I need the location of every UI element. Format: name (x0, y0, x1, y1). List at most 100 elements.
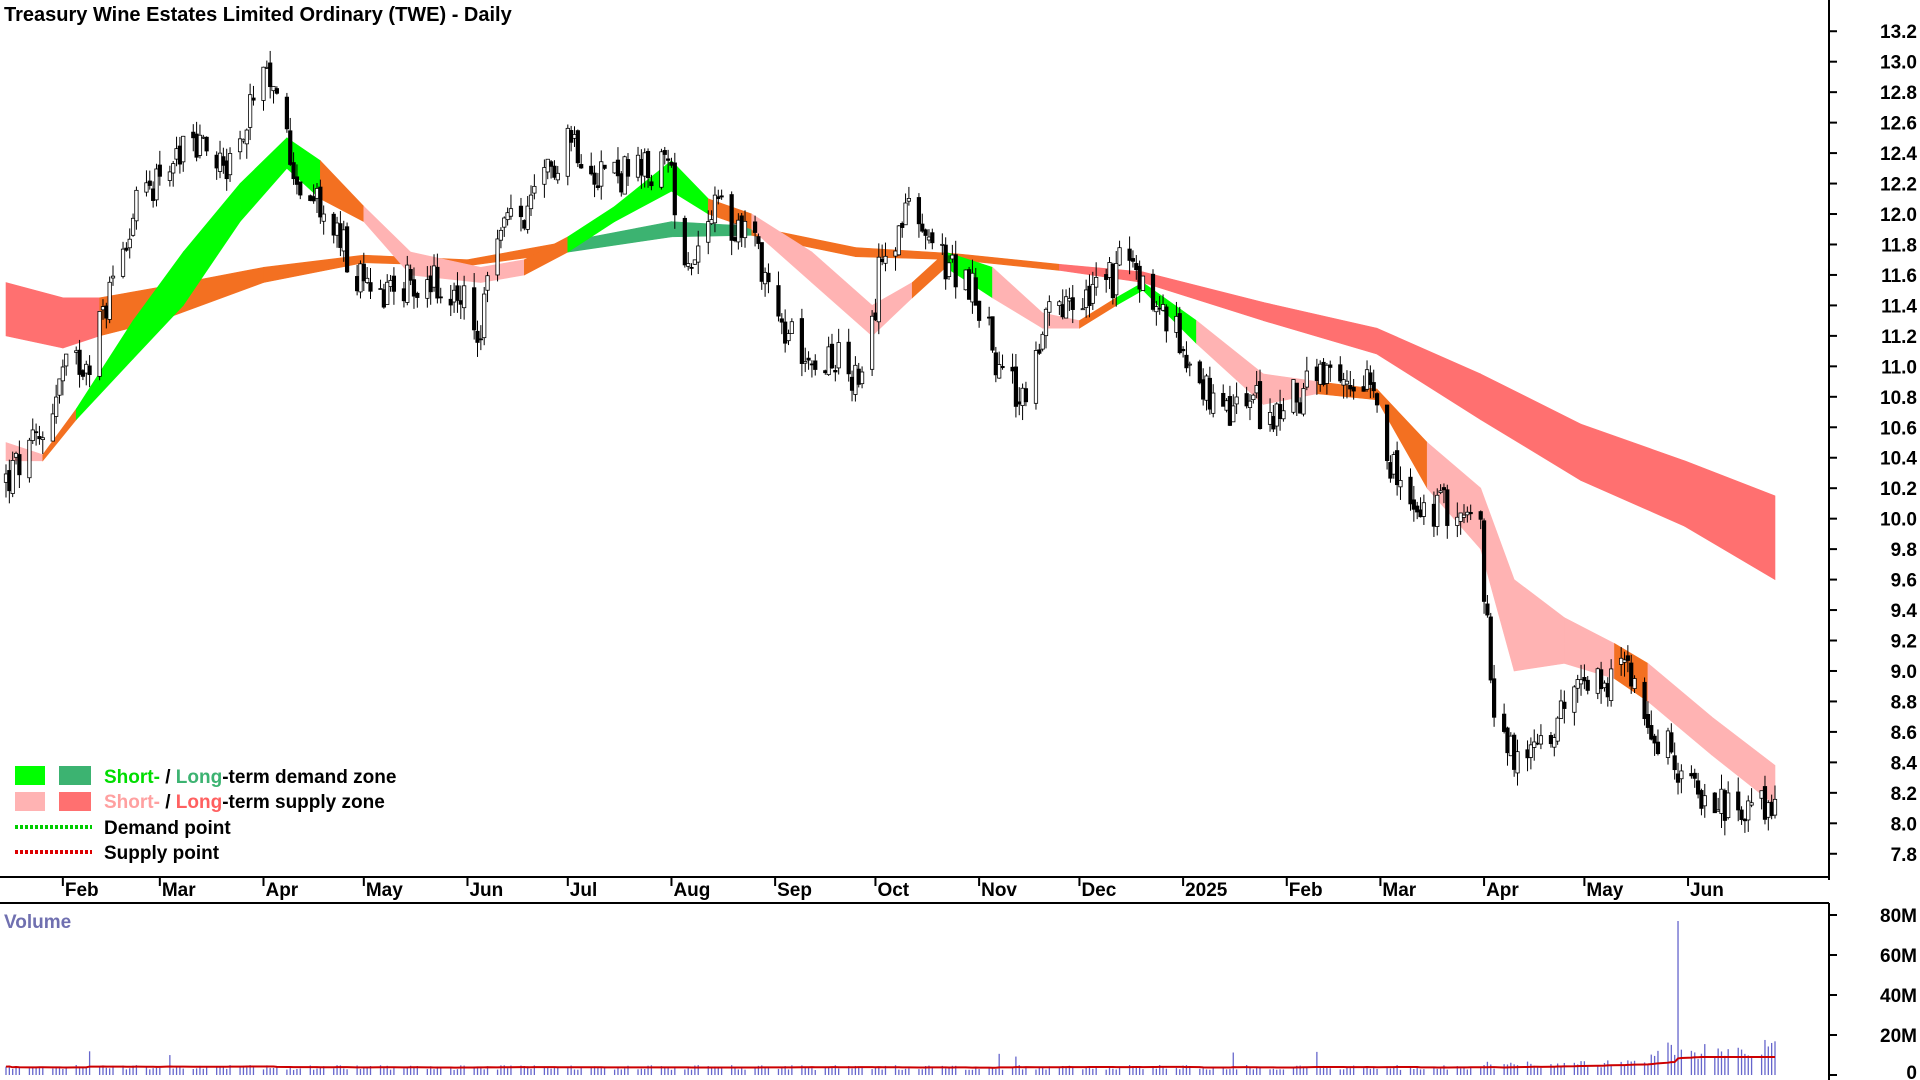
candle-up (659, 151, 664, 188)
price-tick-label: 8.2 (1891, 784, 1917, 805)
candle-up (940, 243, 945, 246)
candle-up (1254, 385, 1259, 394)
candle-down (856, 368, 861, 385)
candle-up (1461, 514, 1467, 518)
candle-up (1063, 296, 1069, 319)
candle-down (344, 226, 350, 273)
candle-down (7, 470, 12, 492)
candle-down (759, 242, 764, 282)
candle-up (950, 254, 955, 260)
candle-down (1699, 790, 1704, 809)
candle-up (74, 350, 79, 353)
candle-up (1465, 511, 1470, 516)
legend-supply-zone: Short- / Long-term supply zone (104, 792, 385, 813)
price-axis: 13.2 13.0 12.8 12.6 12.4 12.2 12.0 11.8 11.6 11.4… (1829, 22, 1917, 866)
date-tick-label: Apr (265, 880, 298, 901)
chart-title: Treasury Wine Estates Limited Ordinary (… (4, 4, 513, 26)
candle-down (411, 279, 417, 297)
candle-down (1244, 393, 1249, 407)
candle-down (1351, 386, 1356, 392)
candle-down (1431, 503, 1437, 527)
volume-tick-label: 20M (1880, 1026, 1917, 1047)
price-tick-label: 9.0 (1891, 662, 1917, 683)
price-tick-label: 10.2 (1880, 479, 1917, 500)
candle-up (167, 171, 172, 181)
legend: Short- / Long-term demand zone Short- / … (15, 766, 396, 864)
candle-up (505, 212, 510, 221)
candle-down (104, 305, 109, 319)
candle-down (846, 341, 851, 375)
candle-down (1164, 306, 1169, 332)
candle-down (1013, 366, 1019, 407)
candle-down (1321, 361, 1326, 385)
candle-up (144, 182, 149, 193)
candle-up (341, 229, 346, 252)
candle-down (522, 220, 527, 229)
candle-up (1538, 735, 1544, 745)
volume-tick-label: 40M (1880, 986, 1917, 1007)
candle-down (1548, 735, 1554, 745)
price-tick-label: 12.2 (1880, 175, 1917, 196)
candle-up (896, 225, 901, 256)
candle-down (716, 196, 721, 200)
price-tick-label: 12.4 (1880, 144, 1917, 165)
volume-label: Volume (4, 912, 71, 933)
long-term-supply-zone (1684, 460, 1776, 581)
candle-up (388, 280, 393, 288)
candle-down (1769, 801, 1774, 816)
candle-up (485, 275, 490, 291)
date-tick-label: May (366, 880, 403, 901)
candle-down (1070, 297, 1075, 310)
candle-down (214, 154, 219, 169)
candle-down (391, 275, 397, 292)
candle-down (649, 181, 654, 187)
candle-up (127, 238, 132, 249)
candle-down (191, 131, 196, 139)
candle-up (1766, 802, 1771, 818)
candle-up (261, 66, 266, 101)
candle-up (1107, 262, 1112, 278)
candle-down (1441, 487, 1447, 491)
candle-down (615, 159, 621, 177)
candle-up (13, 452, 19, 458)
price-tick-label: 10.8 (1880, 388, 1917, 409)
candle-up (906, 198, 911, 202)
candle-down (672, 162, 677, 216)
candle-up (244, 129, 249, 145)
candle-down (1655, 741, 1661, 755)
candle-up (1398, 480, 1403, 488)
candle-up (1602, 682, 1607, 689)
candle-down (478, 338, 483, 341)
candle-up (1455, 516, 1460, 526)
candle-up (736, 219, 741, 243)
candle-down (849, 376, 855, 391)
date-axis: Feb Mar Apr May Jun Jul Aug Sep Oct Nov Dec 2025 Feb… (61, 877, 1724, 901)
candle-up (1572, 686, 1577, 713)
candle-up (1575, 679, 1580, 689)
candle-up (1301, 388, 1306, 415)
candle-down (829, 343, 835, 369)
volume-axis: 80M 60M 40M 20M 0 (1829, 906, 1917, 1080)
price-tick-label: 9.6 (1891, 571, 1917, 592)
candle-up (706, 221, 711, 243)
candle-down (221, 156, 226, 166)
candle-down (458, 300, 463, 305)
candle-down (401, 288, 407, 302)
candle-up (1341, 379, 1346, 386)
candle-up (1595, 668, 1600, 694)
candle-down (1371, 382, 1376, 392)
candle-down (966, 269, 972, 300)
candle-down (77, 349, 82, 375)
candle-down (455, 285, 460, 301)
candle-down (151, 188, 156, 201)
candle-down (194, 133, 199, 158)
candle-down (1257, 381, 1263, 430)
candle-down (880, 258, 885, 263)
candle-down (813, 360, 818, 370)
candle-down (298, 181, 303, 196)
candle-down (1418, 509, 1423, 518)
candle-down (124, 247, 129, 251)
candle-up (1364, 369, 1370, 390)
date-tick-label: May (1586, 880, 1623, 901)
candle-down (475, 330, 480, 343)
